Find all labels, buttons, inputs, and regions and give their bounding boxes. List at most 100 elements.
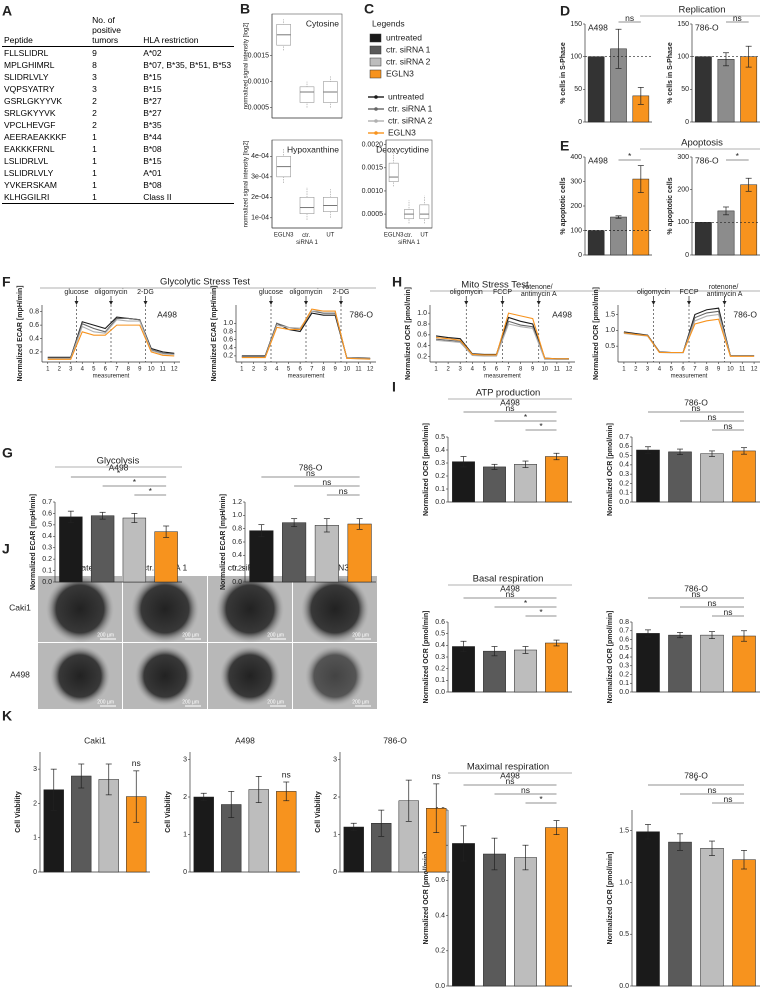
series-line: [435, 312, 569, 360]
y-tick-label: 0.4: [223, 345, 233, 352]
chart-title: A498: [157, 309, 177, 319]
chart-title: A498: [109, 462, 129, 472]
bar: [587, 230, 605, 256]
bar: [452, 461, 475, 503]
table-cell: 1: [92, 168, 97, 178]
x-tick-label: EGLN3: [384, 233, 404, 239]
x-tick-label: 7: [115, 367, 119, 373]
section-title: Replication: [679, 5, 726, 16]
table-header: HLA restriction: [141, 14, 234, 47]
chart-title: A498: [552, 309, 572, 319]
y-tick-label: 150: [677, 21, 689, 28]
y-tick-label: 3: [183, 756, 187, 763]
error-bar: [323, 518, 330, 533]
y-axis-label: % cells in S-Phase: [560, 42, 567, 104]
y-tick-label: 0.6: [232, 539, 242, 546]
table-header: Peptide: [2, 14, 91, 47]
bar: [700, 453, 724, 503]
x-tick-label: 4: [81, 367, 85, 373]
x-tick-label: 1: [240, 367, 244, 373]
table-cell: LSLIDRLVLY: [4, 168, 54, 178]
table-row: KLHGGILRI 1 Class II: [2, 191, 234, 204]
table-cell: B*27: [143, 108, 162, 118]
bar: [636, 449, 660, 503]
y-tick-label: 300: [677, 154, 689, 161]
chart-title: A498: [588, 22, 608, 32]
panel-letter: F: [2, 274, 11, 290]
box: [388, 162, 399, 182]
x-tick-label: 9: [333, 367, 337, 373]
legend-label: untreated: [386, 32, 422, 42]
x-tick-label: 10: [727, 367, 734, 373]
significance-label: ns: [625, 13, 634, 23]
significance-label: *: [539, 794, 543, 804]
y-tick-label: 1.0: [232, 512, 242, 519]
table-cell: 3: [92, 72, 97, 82]
error-bar: [553, 639, 560, 647]
y-tick-label: 100: [677, 54, 689, 61]
y-tick-label: 0.0: [619, 499, 629, 506]
chart-title: Cytosine: [306, 18, 339, 28]
series-line: [47, 324, 175, 360]
chart-title: 786-O: [349, 309, 373, 319]
table-row: FLLSLIDRL 9 A*02: [2, 47, 234, 60]
x-tick-label: EGLN3: [274, 233, 294, 239]
table-row: AEERAEAKKKF 1 B*44: [2, 131, 234, 143]
legend-marker: [374, 107, 378, 111]
bar: [347, 523, 372, 583]
injection-label: 2-DG: [137, 289, 154, 296]
bar: [71, 775, 92, 873]
y-tick-label: 0.0: [619, 983, 629, 990]
bar: [314, 525, 339, 583]
error-bar: [258, 524, 265, 538]
y-tick-label: 1e-04: [251, 215, 269, 222]
table-cell: 1: [92, 132, 97, 142]
y-tick-label: 0.2: [42, 556, 52, 563]
x-tick-label: 4: [275, 367, 279, 373]
significance-label: *: [736, 151, 740, 161]
y-tick-label: 0: [685, 252, 689, 259]
error-bar: [356, 518, 363, 530]
significance-label: *: [133, 477, 137, 487]
bar: [90, 515, 115, 583]
significance-label: ns: [339, 486, 348, 496]
injection-label: oligomycin: [637, 289, 670, 296]
table-cell: B*27: [143, 96, 162, 106]
chart-title: 786-O: [733, 309, 757, 319]
arrow-head: [536, 301, 541, 305]
significance-label: ns: [724, 607, 733, 617]
bar: [545, 642, 568, 693]
y-tick-label: 0.6: [619, 636, 629, 643]
bar: [193, 796, 214, 873]
table-cell: 9: [92, 48, 97, 58]
panel-letter: K: [2, 708, 12, 724]
legend-label: untreated: [388, 91, 424, 101]
error-bar: [553, 452, 560, 461]
table-cell: A*02: [143, 48, 162, 58]
y-axis-label: % apoptotic cells: [667, 177, 674, 234]
significance-label: *: [694, 776, 698, 786]
y-tick-label: 0.0010: [248, 78, 270, 85]
bar: [636, 831, 660, 987]
y-tick-label: 0: [578, 119, 582, 126]
table-cell: YVKERSKAM: [4, 180, 57, 190]
x-tick-label: 7: [507, 367, 511, 373]
bar: [514, 649, 537, 693]
x-tick-label: 5: [287, 367, 291, 373]
bar: [636, 633, 660, 693]
x-tick-label: 9: [531, 367, 535, 373]
spheroid: [135, 646, 195, 706]
y-tick-label: 0.8: [29, 309, 39, 316]
panel-letter: A: [2, 3, 12, 19]
y-axis-label: Normalized OCR [pmol/min]: [405, 287, 412, 380]
error-bar: [645, 824, 651, 840]
y-tick-label: 0.4: [619, 462, 629, 469]
table-cell: A*01: [143, 168, 162, 178]
chart-title: 786-O: [684, 397, 708, 407]
significance-label: ns: [322, 477, 331, 487]
y-tick-label: 0.0020: [362, 141, 384, 148]
error-bar: [291, 518, 298, 528]
y-tick-label: 400: [570, 154, 582, 161]
injection-label: 2-DG: [333, 289, 350, 296]
